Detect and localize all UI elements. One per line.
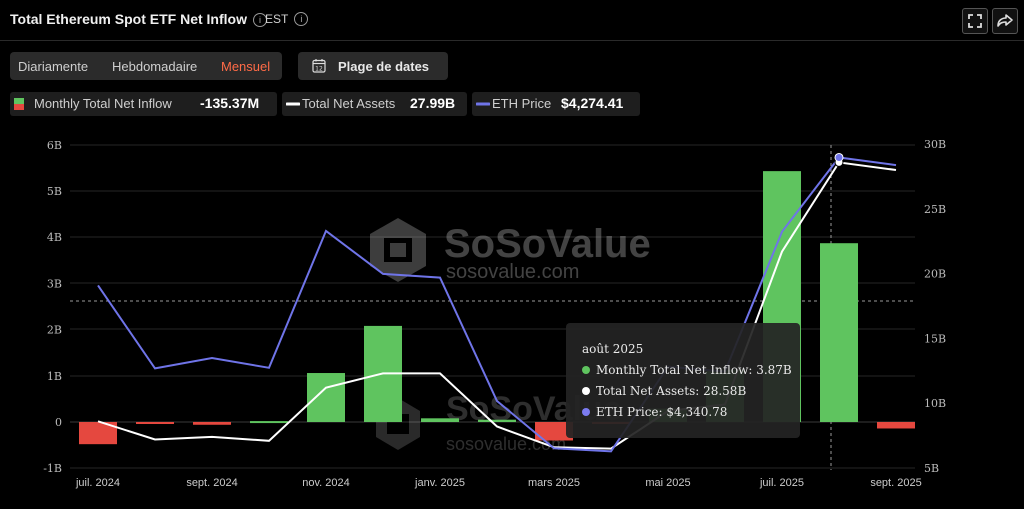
date-range-label: Plage de dates [338,59,430,74]
inflow-bar [136,422,174,424]
x-tick-label: sept. 2025 [870,477,921,489]
inflow-bar [250,421,288,424]
tab-daily[interactable]: Diariamente [18,59,89,74]
eth-price-line [97,156,897,453]
right-tick-label: 25B [924,203,946,216]
tooltip-row-assets: Total Net Assets: 28.58B [582,384,746,398]
period-tabs: Diariamente Hebdomadaire Mensuel [10,52,282,80]
inflow-bar [421,418,459,422]
chart-title-text: Total Ethereum Spot ETF Net Inflow [10,11,247,27]
timezone[interactable]: EST i [265,12,309,26]
inflow-bar [193,422,231,425]
right-tick-label: 15B [924,332,946,345]
inflow-bar [820,243,858,422]
assets-swatch-icon [286,102,300,106]
x-tick-label: mars 2025 [528,477,580,489]
tooltip-assets-text: Total Net Assets: 28.58B [596,384,747,398]
left-tick-label: 6B [47,139,62,152]
inflow-bar [307,373,345,422]
tooltip-dot-icon [582,387,590,395]
inflow-bar [877,422,915,429]
x-tick-label: mai 2025 [645,477,690,489]
left-tick-label: 5B [47,185,62,198]
left-tick-label: 2B [47,324,62,337]
legend-net-inflow-name: Monthly Total Net Inflow [34,96,172,111]
x-tick-label: janv. 2025 [414,477,465,489]
tab-monthly[interactable]: Mensuel [221,59,271,74]
tooltip-title: août 2025 [582,342,644,356]
tab-weekly[interactable]: Hebdomadaire [112,59,198,74]
inflow-bar [478,419,516,422]
watermark-brand: SoSoValue [444,222,651,266]
tooltip-inflow-text: Monthly Total Net Inflow: 3.87B [596,363,792,377]
share-icon[interactable] [992,8,1018,34]
info-icon[interactable]: i [252,13,267,27]
tooltip-dot-icon [582,366,590,374]
watermark-logo-icon [370,218,426,282]
calendar-icon: 12 [312,59,326,73]
x-axis: juil. 2024 sept. 2024 nov. 2024 janv. 2025 m… [75,477,922,489]
x-tick-label: juil. 2024 [75,477,120,489]
legend-eth-price-value: $4,274.41 [561,95,624,111]
legend-eth-price[interactable]: ETH Price $4,274.41 [472,92,640,116]
price-swatch-icon [476,102,490,106]
total-net-assets-line [97,161,897,450]
date-range-button[interactable]: 12 Plage de dates [298,52,448,80]
x-tick-label: nov. 2024 [302,477,350,489]
svg-text:12: 12 [315,65,323,72]
watermark-url: sosovalue.com [446,261,579,283]
left-tick-label: 3B [47,277,62,290]
fullscreen-icon[interactable] [962,8,988,34]
left-tick-label: 0 [55,416,62,429]
inflow-bar [535,422,573,441]
legend-net-assets-value: 27.99B [410,95,456,111]
right-tick-label: 20B [924,268,946,281]
tooltip-dot-icon [582,408,590,416]
legend-eth-price-name: ETH Price [492,96,552,111]
timezone-info-icon[interactable]: i [294,12,309,26]
tooltip-row-inflow: Monthly Total Net Inflow: 3.87B [582,363,792,377]
left-tick-label: 4B [47,231,62,244]
left-tick-label: -1B [43,462,62,475]
hover-markers [834,152,844,167]
left-axis: 6B 5B 4B 3B 2B 1B 0 -1B [43,139,62,475]
inflow-swatch-icon [14,98,24,110]
chart-area[interactable]: SoSoValue sosovalue.com SoSoValue sosova… [0,130,1024,509]
x-tick-label: sept. 2024 [186,477,237,489]
legend-net-inflow[interactable]: Monthly Total Net Inflow -135.37M [10,92,277,116]
legend-net-assets-name: Total Net Assets [302,96,396,111]
legend-net-assets[interactable]: Total Net Assets 27.99B [282,92,467,116]
tooltip-row-price: ETH Price: $4,340.78 [582,405,727,419]
right-tick-label: 30B [924,138,946,151]
right-tick-label: 10B [924,397,946,410]
timezone-label: EST [265,12,289,26]
price-marker [834,152,844,162]
chart-title: Total Ethereum Spot ETF Net Inflow i [10,11,267,27]
right-tick-label: 5B [924,462,939,475]
x-tick-label: juil. 2025 [759,477,804,489]
chart-header: Total Ethereum Spot ETF Net Inflow i EST i [0,0,1024,41]
left-tick-label: 1B [47,370,62,383]
tooltip: août 2025 Monthly Total Net Inflow: 3.87… [566,323,800,438]
watermark: SoSoValue sosovalue.com [370,218,651,283]
tooltip-price-text: ETH Price: $4,340.78 [596,405,728,419]
right-axis: 30B 25B 20B 15B 10B 5B [924,138,946,475]
legend-net-inflow-value: -135.37M [200,95,260,111]
inflow-bar [79,422,117,445]
